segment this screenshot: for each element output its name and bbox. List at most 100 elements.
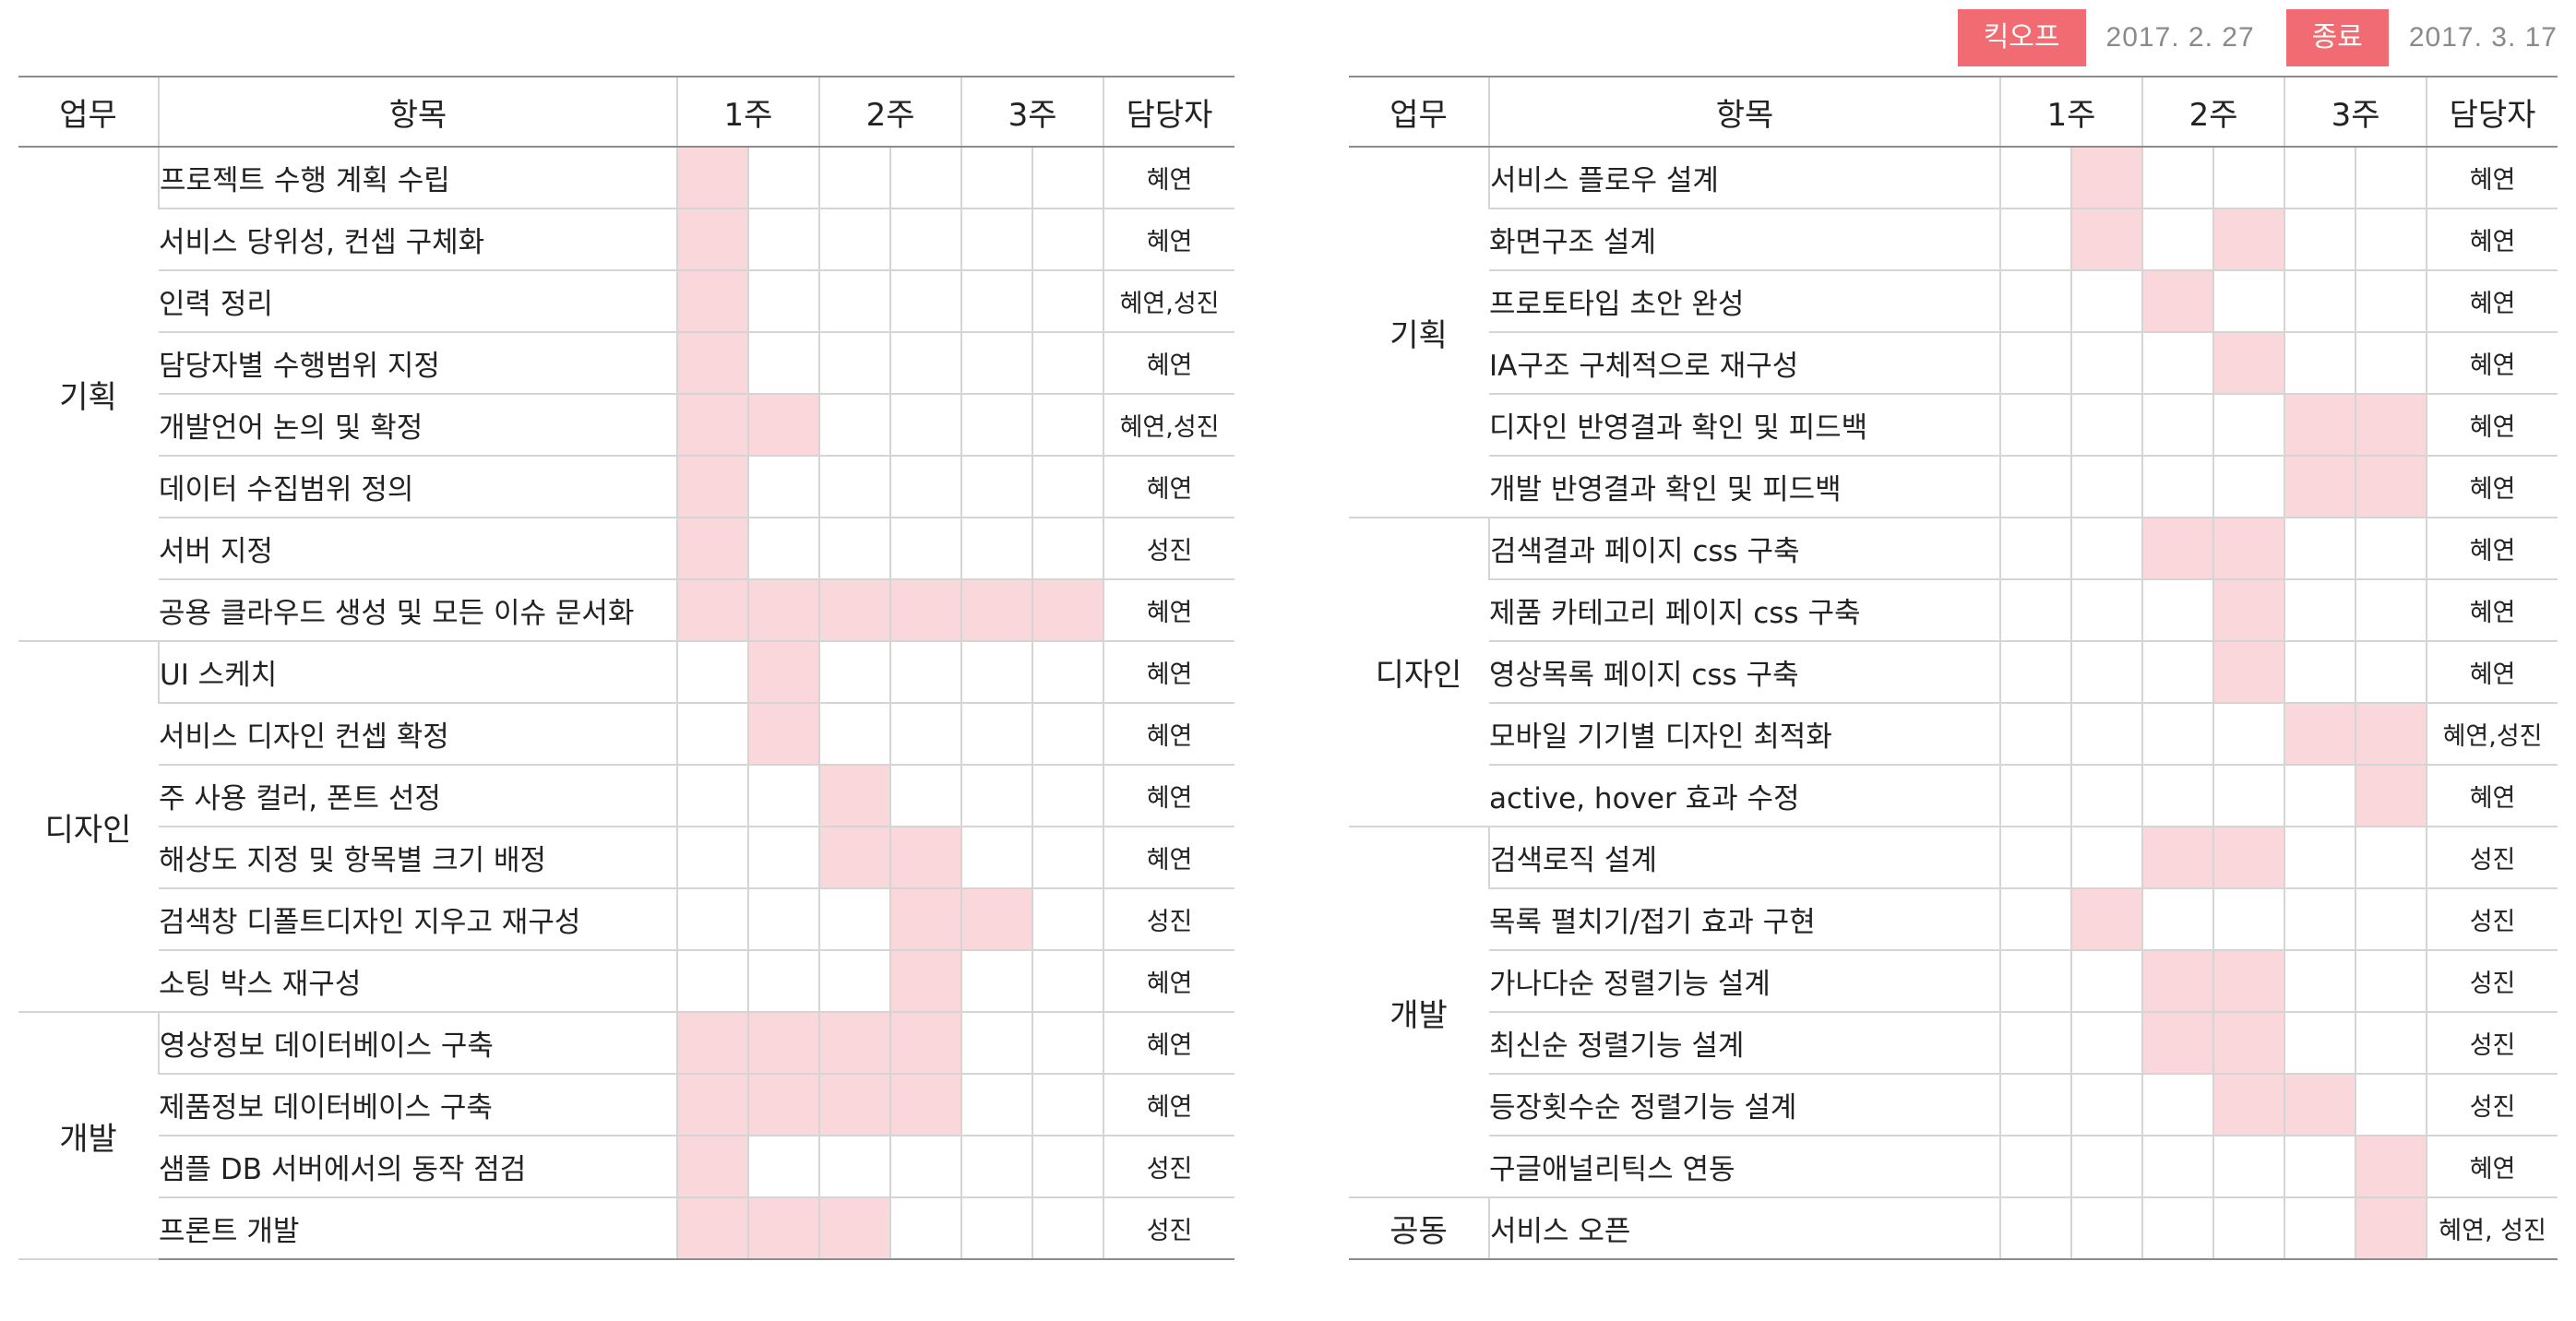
task-cell: 검색결과 페이지 css 구축 — [1488, 518, 2000, 580]
schedule-cell-active — [2141, 827, 2214, 889]
task-cell: 화면구조 설계 — [1489, 208, 2000, 271]
schedule-cell — [818, 641, 891, 704]
schedule-cell — [818, 703, 891, 766]
schedule-cell — [1999, 1074, 2071, 1137]
schedule-cell — [676, 641, 748, 704]
schedule-cell-active — [676, 208, 748, 271]
task-cell: 공용 클라우드 생성 및 모든 이슈 문서화 — [159, 579, 677, 642]
schedule-cell — [2212, 456, 2285, 518]
schedule-cell-active — [676, 1012, 748, 1075]
schedule-cell — [818, 1136, 891, 1198]
schedule-cell — [960, 1012, 1033, 1075]
owner-cell: 혜연,성진 — [1103, 270, 1235, 333]
table-row: 인력 정리 혜연,성진 — [18, 270, 1235, 333]
table-row: 디자인 UI 스케치 혜연 — [18, 641, 1235, 1013]
task-cell: 서비스 당위성, 컨셉 구체화 — [159, 208, 677, 271]
task-cell: 개발 반영결과 확인 및 피드백 — [1489, 456, 2000, 518]
schedule-cell — [2284, 827, 2356, 889]
schedule-cell-active — [889, 950, 962, 1013]
schedule-cell — [2355, 332, 2427, 395]
schedule-cell — [1999, 270, 2071, 333]
table-row: 공용 클라우드 생성 및 모든 이슈 문서화 혜연 — [18, 579, 1235, 642]
schedule-cell — [2212, 888, 2285, 951]
task-cell: 소팅 박스 재구성 — [159, 950, 677, 1013]
schedule-cell-active — [818, 827, 891, 889]
schedule-cell-active — [746, 641, 820, 704]
owner-cell: 혜연 — [1103, 579, 1235, 642]
schedule-cell — [889, 1197, 962, 1260]
schedule-cell — [2141, 1136, 2214, 1198]
schedule-cell — [889, 394, 962, 457]
table-row: 모바일 기기별 디자인 최적화 혜연,성진 — [1349, 703, 2558, 766]
table-row: 기획 서비스 플로우 설계 혜연 — [1349, 147, 2558, 518]
schedule-cell-active — [746, 1012, 820, 1075]
schedule-cell — [960, 1136, 1033, 1198]
schedule-cell — [818, 950, 891, 1013]
schedule-cell — [676, 703, 748, 766]
schedule-cell — [960, 332, 1033, 395]
schedule-cell — [1999, 332, 2071, 395]
schedule-cell — [2355, 888, 2427, 951]
owner-cell: 혜연 — [1103, 208, 1235, 271]
schedule-cell — [2212, 1136, 2285, 1198]
schedule-cell — [960, 208, 1033, 271]
schedule-cell-active — [746, 703, 820, 766]
table-row: 디자인 반영결과 확인 및 피드백 혜연 — [1349, 394, 2558, 457]
schedule-cell — [2355, 208, 2427, 271]
owner-cell: 혜연 — [1103, 827, 1235, 889]
schedule-cell — [676, 888, 748, 951]
schedule-cell-active — [818, 1012, 891, 1075]
schedule-cell — [2284, 270, 2356, 333]
table-row: 영상목록 페이지 css 구축 혜연 — [1349, 641, 2558, 704]
owner-cell: 혜연 — [1103, 765, 1235, 827]
table-row: 담당자별 수행범위 지정 혜연 — [18, 332, 1235, 395]
schedule-cell-active — [676, 1074, 748, 1137]
schedule-cell-active — [676, 1197, 748, 1260]
schedule-cell — [889, 765, 962, 827]
schedule-cell — [818, 394, 891, 457]
schedule-cell — [889, 1136, 962, 1198]
schedule-cell — [1999, 888, 2071, 951]
schedule-cell — [818, 147, 891, 209]
owner-cell: 혜연 — [1103, 641, 1235, 704]
table-row: 기획 프로젝트 수행 계획 수립 혜연 — [18, 147, 1235, 642]
schedule-cell — [960, 1197, 1033, 1260]
schedule-cell — [889, 456, 962, 518]
category-cell: 기획 — [1349, 147, 1489, 518]
table-row: 서비스 디자인 컨셉 확정 혜연 — [18, 703, 1235, 766]
schedule-cell — [1032, 270, 1104, 333]
owner-cell: 성진 — [2426, 1012, 2558, 1075]
schedule-cell-active — [676, 1136, 748, 1198]
schedule-cell — [2355, 1012, 2427, 1075]
schedule-cell — [2069, 518, 2143, 580]
task-cell: 담당자별 수행범위 지정 — [159, 332, 677, 395]
schedule-cell — [1032, 950, 1104, 1013]
header-week-1: 1주 — [675, 76, 820, 148]
schedule-cell-active — [2141, 518, 2214, 580]
table-row: 개발 영상정보 데이터베이스 구축 혜연 — [18, 1012, 1235, 1260]
schedule-cell — [889, 270, 962, 333]
schedule-cell — [960, 456, 1033, 518]
owner-cell: 혜연 — [2426, 332, 2558, 395]
task-cell: UI 스케치 — [158, 641, 677, 704]
schedule-cell — [746, 1136, 820, 1198]
schedule-cell — [1032, 147, 1104, 209]
task-cell: 등장횟수순 정렬기능 설계 — [1489, 1074, 2000, 1137]
schedule-cell-active — [2284, 703, 2356, 766]
owner-cell: 성진 — [1103, 518, 1235, 580]
schedule-cell — [746, 888, 820, 951]
schedule-cell — [1999, 456, 2071, 518]
schedule-cell — [2069, 703, 2143, 766]
task-cell: 제품 카테고리 페이지 css 구축 — [1489, 579, 2000, 642]
owner-cell: 혜연 — [1103, 703, 1235, 766]
schedule-cell — [1999, 518, 2071, 580]
schedule-cell — [960, 641, 1033, 704]
task-cell: 해상도 지정 및 항목별 크기 배정 — [159, 827, 677, 889]
schedule-cell — [2284, 1012, 2356, 1075]
end-badge: 종료 — [2285, 9, 2389, 66]
schedule-cell — [746, 765, 820, 827]
schedule-cell — [889, 703, 962, 766]
category-cell: 개발 — [18, 1012, 159, 1260]
task-cell: 영상목록 페이지 css 구축 — [1489, 641, 2000, 704]
schedule-cell — [2355, 147, 2427, 209]
